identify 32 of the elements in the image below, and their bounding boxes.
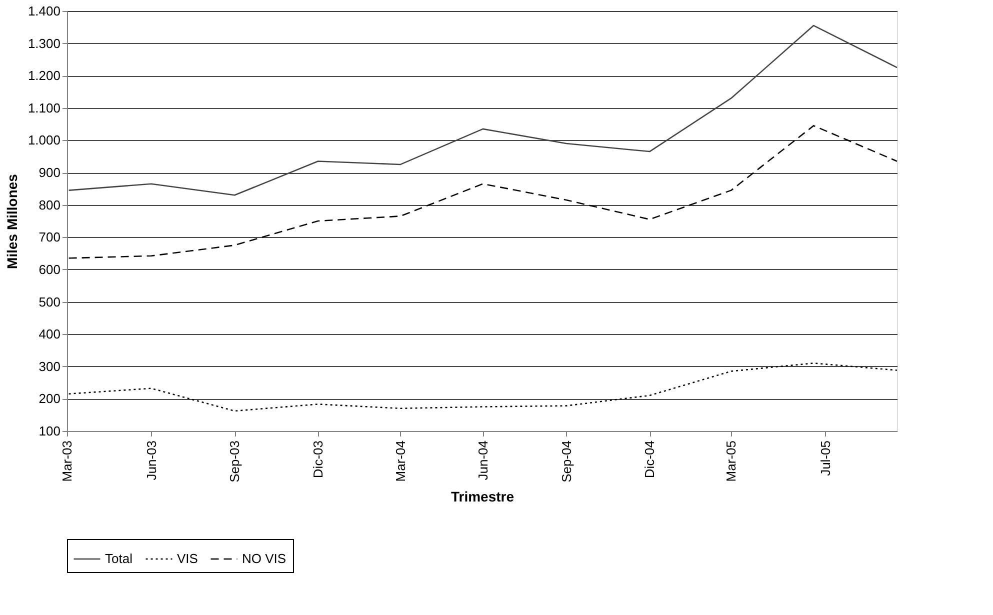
y-tick-label: 900 (38, 165, 60, 180)
line-series (68, 125, 898, 259)
x-tick-label: Dic-04 (642, 440, 658, 478)
y-tick-label: 1.300 (28, 36, 60, 51)
y-tick-label: 1.200 (28, 68, 60, 84)
legend-label: Total (105, 551, 133, 566)
y-tick-label: 200 (38, 391, 60, 406)
y-tick-label: 300 (38, 358, 60, 374)
y-axis-title: Miles Millones (4, 174, 20, 269)
legend-label: VIS (177, 551, 198, 566)
x-tick-label: Mar-05 (724, 440, 739, 482)
line-series (68, 362, 898, 412)
x-tick-label: Mar-03 (60, 440, 74, 482)
x-tick-label: Sep-03 (227, 440, 242, 482)
y-tick-label: 500 (38, 294, 60, 310)
x-tick-label: Dic-03 (310, 440, 326, 478)
x-tick-label: Jun-03 (144, 440, 159, 480)
legend-label: NO VIS (242, 551, 286, 566)
x-axis-title: Trimestre (450, 488, 514, 504)
y-tick-label: 400 (38, 326, 60, 342)
x-tick-label: Sep-04 (558, 440, 574, 482)
line-series (68, 24, 898, 196)
x-tick-label: Mar-04 (392, 440, 408, 482)
x-tick-label: Jul-05 (818, 440, 833, 476)
y-tick-label: 600 (38, 262, 60, 277)
y-tick-label: 1.100 (28, 100, 60, 116)
y-tick-label: 1.400 (28, 4, 60, 18)
y-tick-label: 1.000 (28, 132, 60, 148)
y-tick-label: 800 (38, 197, 60, 212)
y-tick-label: 100 (38, 424, 60, 438)
y-tick-label: 700 (38, 230, 60, 245)
x-tick-label: Jun-04 (475, 440, 490, 480)
